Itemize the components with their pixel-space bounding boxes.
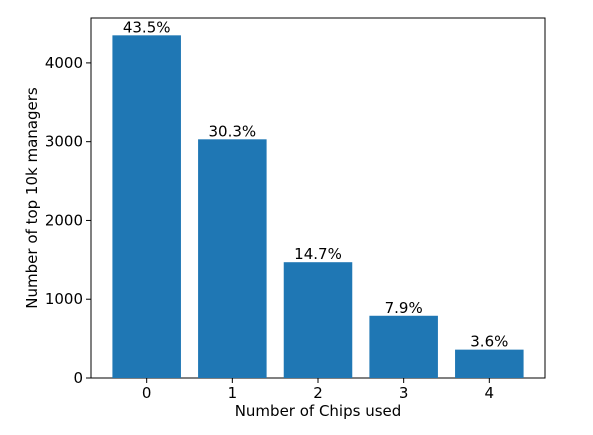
value-label: 3.6% <box>470 333 508 351</box>
bar <box>455 349 524 378</box>
y-tick-label: 2000 <box>45 211 83 229</box>
value-label: 43.5% <box>123 18 171 36</box>
x-axis-label: Number of Chips used <box>235 402 402 420</box>
value-label: 30.3% <box>209 122 257 140</box>
y-tick-label: 0 <box>73 369 83 387</box>
y-tick-label: 4000 <box>45 54 83 72</box>
bar <box>369 315 438 378</box>
x-tick-label: 2 <box>313 384 323 402</box>
value-label: 14.7% <box>294 245 342 263</box>
x-tick-label: 3 <box>399 384 409 402</box>
y-tick-label: 3000 <box>45 133 83 151</box>
x-tick-label: 1 <box>228 384 238 402</box>
x-tick-label: 0 <box>142 384 152 402</box>
bar <box>198 139 267 378</box>
bar <box>283 262 353 378</box>
value-label: 7.9% <box>385 299 423 317</box>
y-axis-label: Number of top 10k managers <box>23 87 41 309</box>
y-tick-label: 1000 <box>45 290 83 308</box>
bar <box>112 35 181 378</box>
x-tick-label: 4 <box>485 384 495 402</box>
